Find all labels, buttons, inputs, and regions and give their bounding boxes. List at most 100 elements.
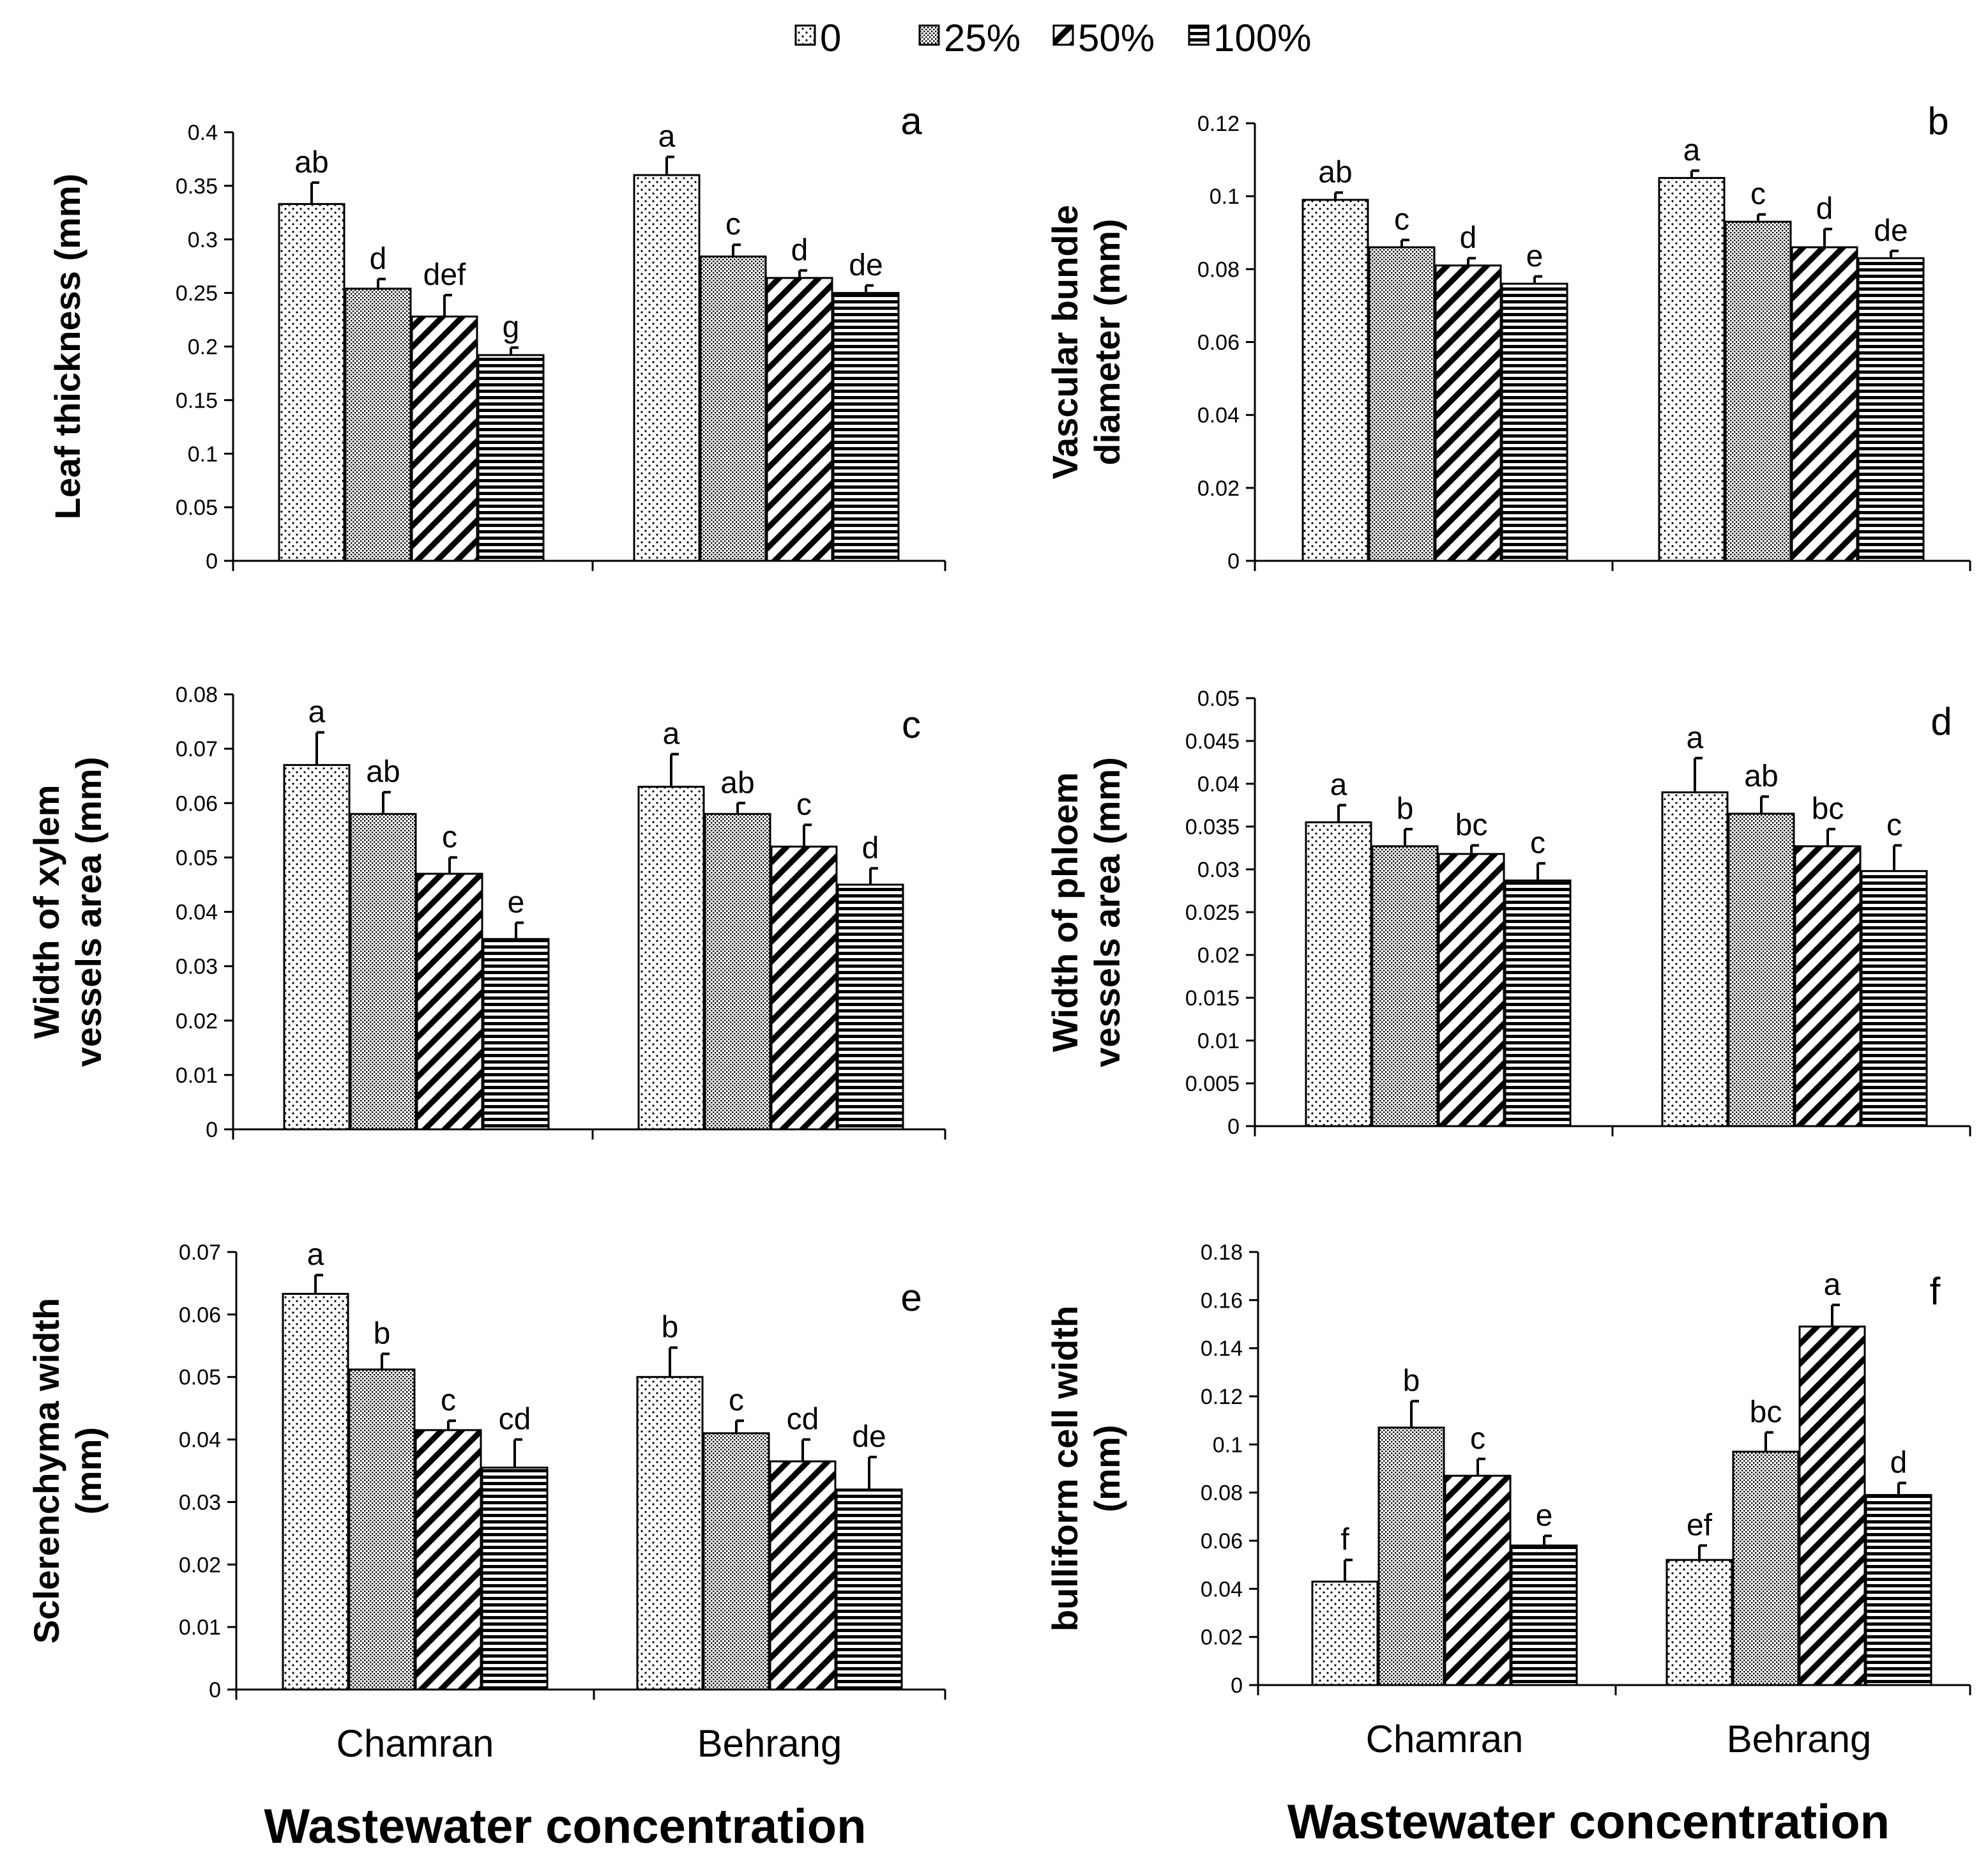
y-tick-label: 0.015 [1185,986,1240,1011]
panel-label: a [900,100,922,142]
significance-letter: b [662,1311,679,1345]
bar [699,256,767,562]
significance-letter: c [1470,1422,1485,1456]
legend-entry: 100% [1188,17,1311,59]
y-tick-label: 0.045 [1185,729,1240,754]
y-axis-label-line: Vascular bundle [1045,205,1085,480]
significance-letter: a [307,1238,324,1272]
significance-letter: b [374,1317,391,1351]
panel-label: b [1927,100,1948,142]
legend-swatch [1052,24,1074,46]
bar [344,287,412,562]
y-axis-label-line: diameter (mm) [1087,219,1127,466]
y-tick-label: 0.08 [1197,257,1240,282]
y-tick-label: 0.08 [176,683,218,707]
y-axis-label-line: Leaf thickness (mm) [47,174,87,520]
significance-letter: def [423,258,466,292]
bar [411,316,478,562]
bar [1791,246,1858,562]
y-tick-label: 0.04 [179,1428,221,1453]
y-tick-label: 0.07 [176,737,218,761]
bar [1371,845,1439,1127]
bar [1860,870,1928,1127]
legend-label: 25% [944,17,1021,59]
bar [1658,177,1726,562]
legend-entry: 50% [1052,17,1155,59]
significance-letter: de [849,248,883,282]
significance-letter: a [658,120,676,154]
bar [1301,199,1369,562]
significance-letter: ab [720,766,754,800]
significance-letter: c [725,208,741,241]
x-category-label: Chamran [337,1722,494,1765]
significance-letter: ab [1744,759,1778,793]
y-tick-label: 0.12 [1201,1385,1243,1409]
bar [1666,1559,1733,1686]
x-category-label: Chamran [1366,1718,1524,1760]
bar [1434,264,1502,562]
bar [1305,821,1372,1127]
significance-letter: a [1683,134,1701,167]
y-tick-label: 0 [1231,1674,1243,1698]
bar [1857,257,1925,562]
legend-label: 100% [1213,17,1311,59]
x-axis-title: Wastewater concentration [1287,1795,1890,1849]
y-tick-label: 0.25 [176,282,218,306]
significance-letter: b [1403,1364,1420,1398]
bar [1510,1545,1578,1686]
y-tick-label: 0.05 [1197,687,1240,711]
bar [1798,1325,1866,1686]
panel-label: c [902,703,921,746]
y-tick-label: 0.06 [1201,1529,1243,1553]
y-tick-label: 0.05 [176,496,218,520]
y-axis-label-line: Sclerenchyma width [26,1298,66,1644]
y-tick-label: 0.15 [176,388,218,413]
panel-a: 0 0.05 0.1 0.15 0.2 0.25 0.3 0.35 0.4 Leaf thickn… [47,100,946,574]
y-tick-label: 0.02 [1201,1626,1243,1650]
bar [636,1376,704,1691]
y-tick-label: 0.18 [1201,1240,1243,1265]
significance-letter: d [1890,1446,1908,1480]
bar [835,1488,903,1691]
y-tick-label: 0.03 [179,1490,221,1515]
legend-swatch [1188,24,1210,46]
y-tick-label: 0.06 [176,791,218,816]
panels: 0 0.05 0.1 0.15 0.2 0.25 0.3 0.35 0.4 Leaf thickn… [26,100,1971,1854]
bar [1501,282,1568,562]
significance-letter: bc [1750,1396,1782,1430]
panel-e: 0 0.01 0.02 0.03 0.04 0.05 0.06 0.07 Sclerenchym… [26,1238,946,1854]
significance-letter: f [1340,1523,1349,1557]
significance-letter: c [1750,178,1766,211]
y-tick-label: 0.02 [1197,477,1240,501]
significance-letter: e [1536,1499,1553,1532]
significance-letter: c [1530,827,1545,860]
y-axis-label-line: (mm) [1087,1425,1127,1513]
significance-letter: ab [1318,155,1352,189]
significance-letter: c [1394,203,1409,237]
y-tick-label: 0 [1227,1115,1240,1139]
bar [1661,791,1729,1127]
bar [1732,1451,1800,1686]
y-axis-label-line: bulliform cell width [1045,1306,1085,1631]
significance-letter: de [852,1420,886,1454]
panel-c: 0 0.01 0.02 0.03 0.04 0.05 0.06 0.07 0.08 Width o… [26,683,946,1142]
legend-entry: 0 [794,17,841,59]
y-tick-label: 0.06 [179,1303,221,1327]
bar [1727,813,1795,1127]
bar [1377,1426,1445,1686]
y-tick-label: 0.03 [1197,858,1240,882]
y-axis-label: Width of phloemvessels area (mm) [1045,757,1127,1067]
bar [1504,879,1572,1127]
y-tick-label: 0.35 [176,174,218,199]
y-axis-label-line: vessels area (mm) [1087,757,1127,1067]
bar [278,202,345,562]
y-tick-label: 0.04 [1197,772,1240,797]
y-axis-label-line: Width of phloem [1045,772,1085,1052]
panel-label: f [1930,1270,1941,1313]
x-category-label: Behrang [697,1722,842,1765]
y-axis-label: Width of xylemvessels area (mm) [26,757,109,1067]
panel-label: e [900,1276,922,1319]
y-tick-label: 0 [206,549,218,574]
y-axis-label: Vascular bundlediameter (mm) [1045,205,1127,480]
